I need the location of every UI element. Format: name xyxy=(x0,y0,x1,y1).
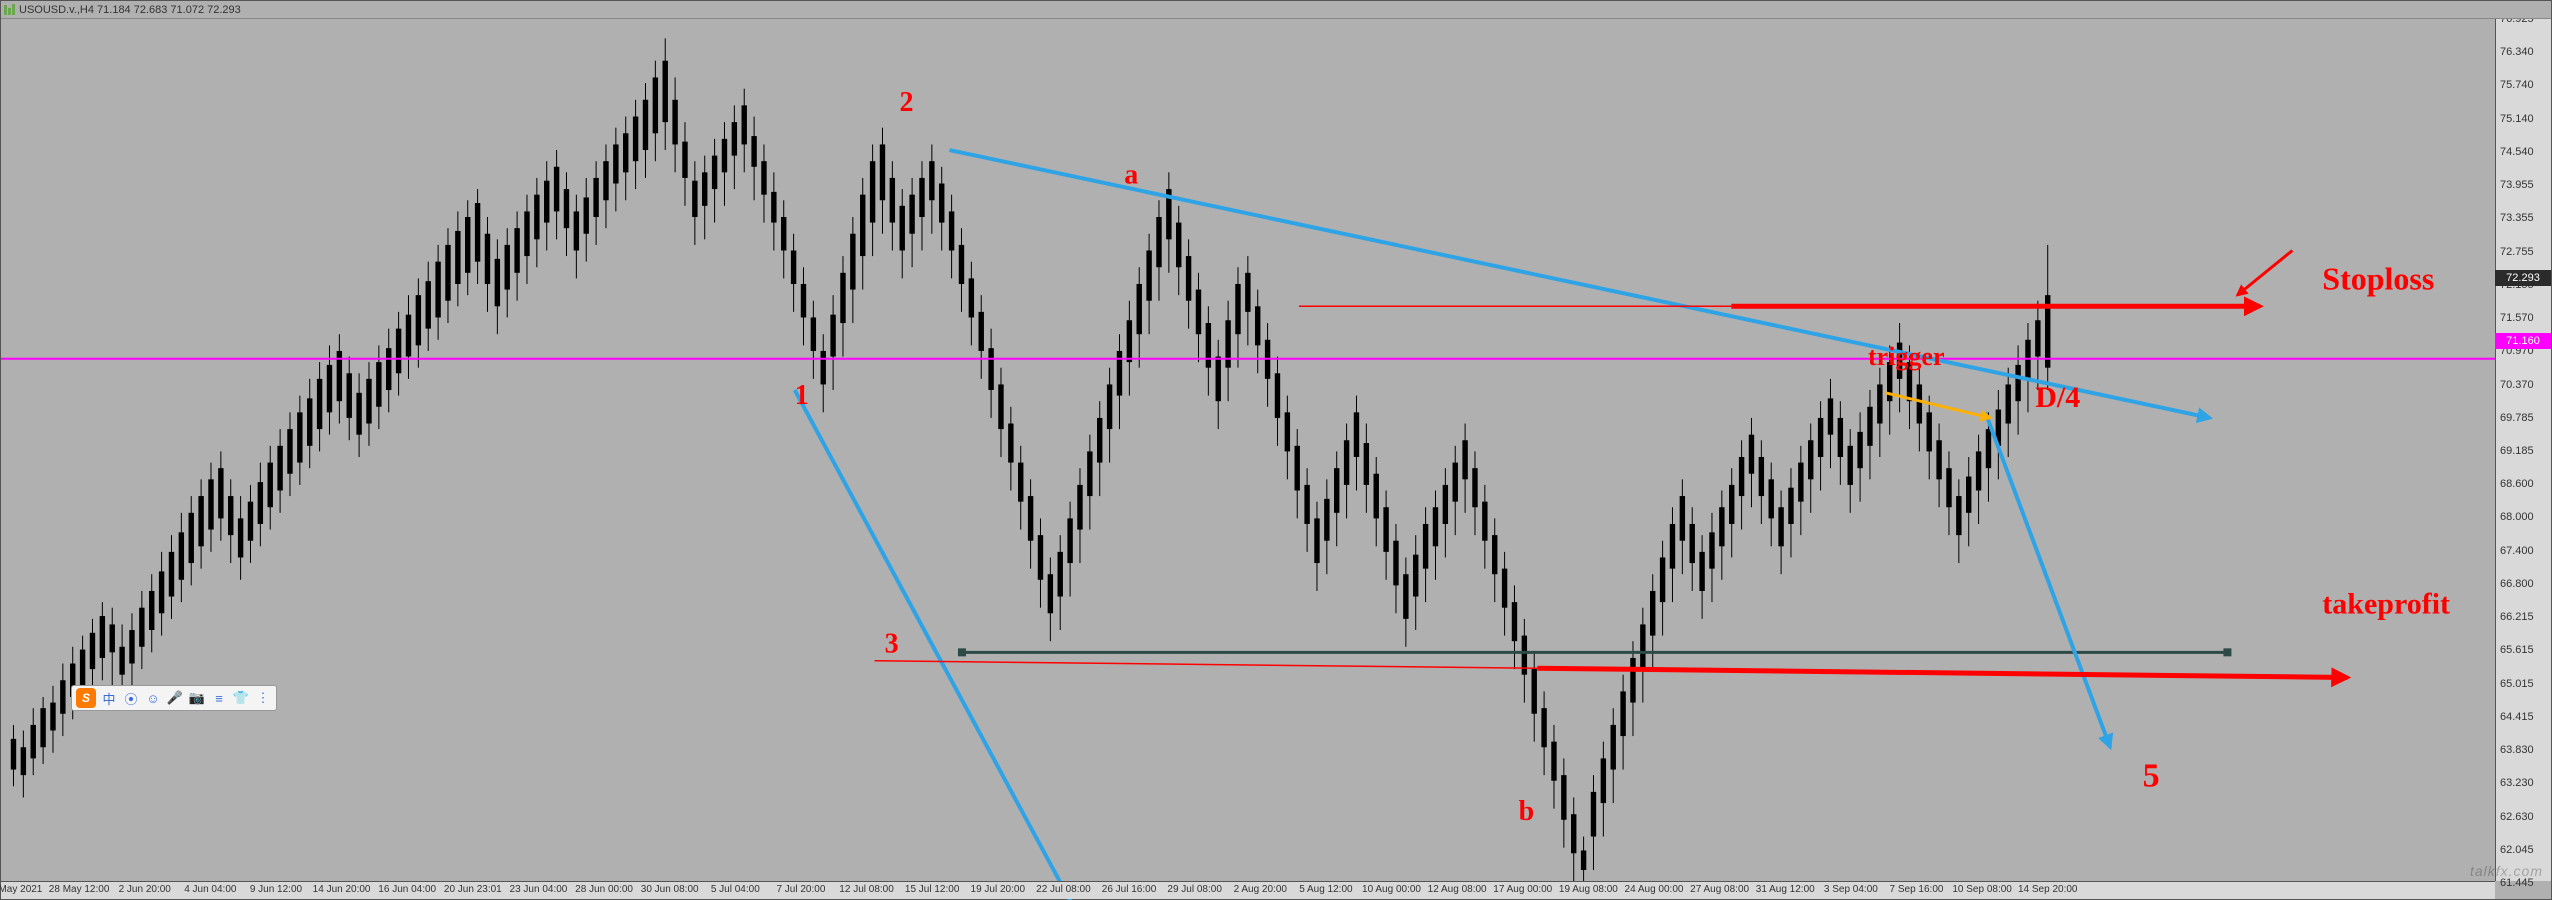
toolbar-item[interactable]: 中 xyxy=(100,689,118,707)
y-tick: 65.615 xyxy=(2500,644,2534,656)
window-icon xyxy=(3,3,17,17)
x-axis: 25 May 2021 28 May 12:00 2 Jun 20:00 4 Jun … xyxy=(1,881,2495,899)
x-tick: 7 Jul 20:00 xyxy=(776,884,825,895)
red-takeprofit xyxy=(1537,668,2347,677)
toolbar-item[interactable]: ⦿ xyxy=(122,689,140,707)
y-tick: 74.540 xyxy=(2500,146,2534,158)
annotation: b xyxy=(1519,796,1535,827)
x-tick: 16 Jun 04:00 xyxy=(378,884,436,895)
x-tick: 10 Aug 00:00 xyxy=(1362,884,1421,895)
toolbar-badge[interactable]: S xyxy=(76,688,96,708)
floating-toolbar[interactable]: S 中⦿☺🎤📷≡👕⋮ xyxy=(71,685,277,711)
red-sl-pointer xyxy=(2237,250,2292,295)
price-marker: 72.293 xyxy=(2495,270,2551,286)
toolbar-item[interactable]: 👕 xyxy=(232,689,250,707)
x-tick: 7 Sep 16:00 xyxy=(1890,884,1944,895)
chart-area[interactable]: 1 2 3 a b D/4 5 trigger Stoploss takeprofit xyxy=(1,19,2495,881)
y-tick: 62.630 xyxy=(2500,811,2534,823)
x-tick: 17 Aug 00:00 xyxy=(1493,884,1552,895)
window-title: USOUSD.v.,H4 71.184 72.683 71.072 72.293 xyxy=(19,4,241,16)
x-tick: 14 Jun 20:00 xyxy=(313,884,371,895)
annotation: trigger xyxy=(1868,342,1945,371)
blue-lower xyxy=(795,390,1174,900)
x-tick: 10 Sep 08:00 xyxy=(1952,884,2012,895)
toolbar-item[interactable]: 🎤 xyxy=(166,689,184,707)
annotation: takeprofit xyxy=(2322,587,2450,620)
x-tick: 29 Jul 08:00 xyxy=(1167,884,1222,895)
y-tick: 68.600 xyxy=(2500,478,2534,490)
y-tick: 73.355 xyxy=(2500,212,2534,224)
y-tick: 70.370 xyxy=(2500,379,2534,391)
y-tick: 66.800 xyxy=(2500,578,2534,590)
y-tick: 63.830 xyxy=(2500,744,2534,756)
y-tick: 67.400 xyxy=(2500,545,2534,557)
x-tick: 2 Jun 20:00 xyxy=(119,884,171,895)
x-tick: 2 Aug 20:00 xyxy=(1234,884,1287,895)
y-tick: 72.755 xyxy=(2500,246,2534,258)
x-tick: 19 Aug 08:00 xyxy=(1559,884,1618,895)
y-tick: 73.955 xyxy=(2500,179,2534,191)
x-tick: 14 Sep 20:00 xyxy=(2018,884,2078,895)
x-tick: 27 Aug 08:00 xyxy=(1690,884,1749,895)
toolbar-item[interactable]: ≡ xyxy=(210,689,228,707)
x-tick: 9 Jun 12:00 xyxy=(250,884,302,895)
watermark: talkfx.com xyxy=(2470,863,2543,879)
x-tick: 22 Jul 08:00 xyxy=(1036,884,1091,895)
y-tick: 76.340 xyxy=(2500,46,2534,58)
toolbar-item[interactable]: ⋮ xyxy=(254,689,272,707)
x-tick: 20 Jun 23:01 xyxy=(444,884,502,895)
y-tick: 62.045 xyxy=(2500,844,2534,856)
chart-window: USOUSD.v.,H4 71.184 72.683 71.072 72.293… xyxy=(0,0,2552,900)
y-tick: 71.570 xyxy=(2500,312,2534,324)
annotation: 5 xyxy=(2143,757,2160,794)
y-tick: 75.140 xyxy=(2500,113,2534,125)
blue-upper xyxy=(949,150,2209,418)
annotation: D/4 xyxy=(2035,381,2080,414)
x-tick: 5 Aug 12:00 xyxy=(1299,884,1352,895)
x-tick: 26 Jul 16:00 xyxy=(1102,884,1157,895)
x-tick: 12 Aug 08:00 xyxy=(1428,884,1487,895)
y-tick: 69.185 xyxy=(2500,445,2534,457)
annotation: 3 xyxy=(885,628,899,659)
x-tick: 30 Jun 08:00 xyxy=(641,884,699,895)
x-tick: 28 May 12:00 xyxy=(49,884,110,895)
y-tick: 69.785 xyxy=(2500,412,2534,424)
blue-target xyxy=(1985,412,2110,747)
annotation: a xyxy=(1124,160,1138,191)
x-tick: 19 Jul 20:00 xyxy=(971,884,1026,895)
toolbar-item[interactable]: 📷 xyxy=(188,689,206,707)
x-tick: 24 Aug 00:00 xyxy=(1625,884,1684,895)
annotation: 1 xyxy=(795,380,809,411)
y-tick: 63.230 xyxy=(2500,777,2534,789)
y-tick: 65.015 xyxy=(2500,678,2534,690)
orange-trigger xyxy=(1885,393,1990,418)
x-tick: 5 Jul 04:00 xyxy=(711,884,760,895)
y-tick: 66.215 xyxy=(2500,611,2534,623)
y-tick: 68.000 xyxy=(2500,511,2534,523)
y-tick: 64.415 xyxy=(2500,711,2534,723)
x-tick: 31 Aug 12:00 xyxy=(1756,884,1815,895)
annotation: 2 xyxy=(900,87,914,118)
price-marker: 71.160 xyxy=(2495,333,2551,349)
y-axis: 76.92576.34075.74075.14074.54073.95573.3… xyxy=(2495,19,2551,881)
x-tick: 15 Jul 12:00 xyxy=(905,884,960,895)
x-tick: 25 May 2021 xyxy=(0,884,42,895)
x-tick: 23 Jun 04:00 xyxy=(510,884,568,895)
x-tick: 3 Sep 04:00 xyxy=(1824,884,1878,895)
annotation: Stoploss xyxy=(2322,261,2434,297)
x-tick: 12 Jul 08:00 xyxy=(839,884,894,895)
chart-svg: 1 2 3 a b D/4 5 trigger Stoploss takeprofit xyxy=(1,37,2497,900)
x-tick: 28 Jun 00:00 xyxy=(575,884,633,895)
title-bar: USOUSD.v.,H4 71.184 72.683 71.072 72.293 xyxy=(1,1,2551,19)
y-tick: 75.740 xyxy=(2500,79,2534,91)
x-tick: 4 Jun 04:00 xyxy=(184,884,236,895)
toolbar-item[interactable]: ☺ xyxy=(144,689,162,707)
